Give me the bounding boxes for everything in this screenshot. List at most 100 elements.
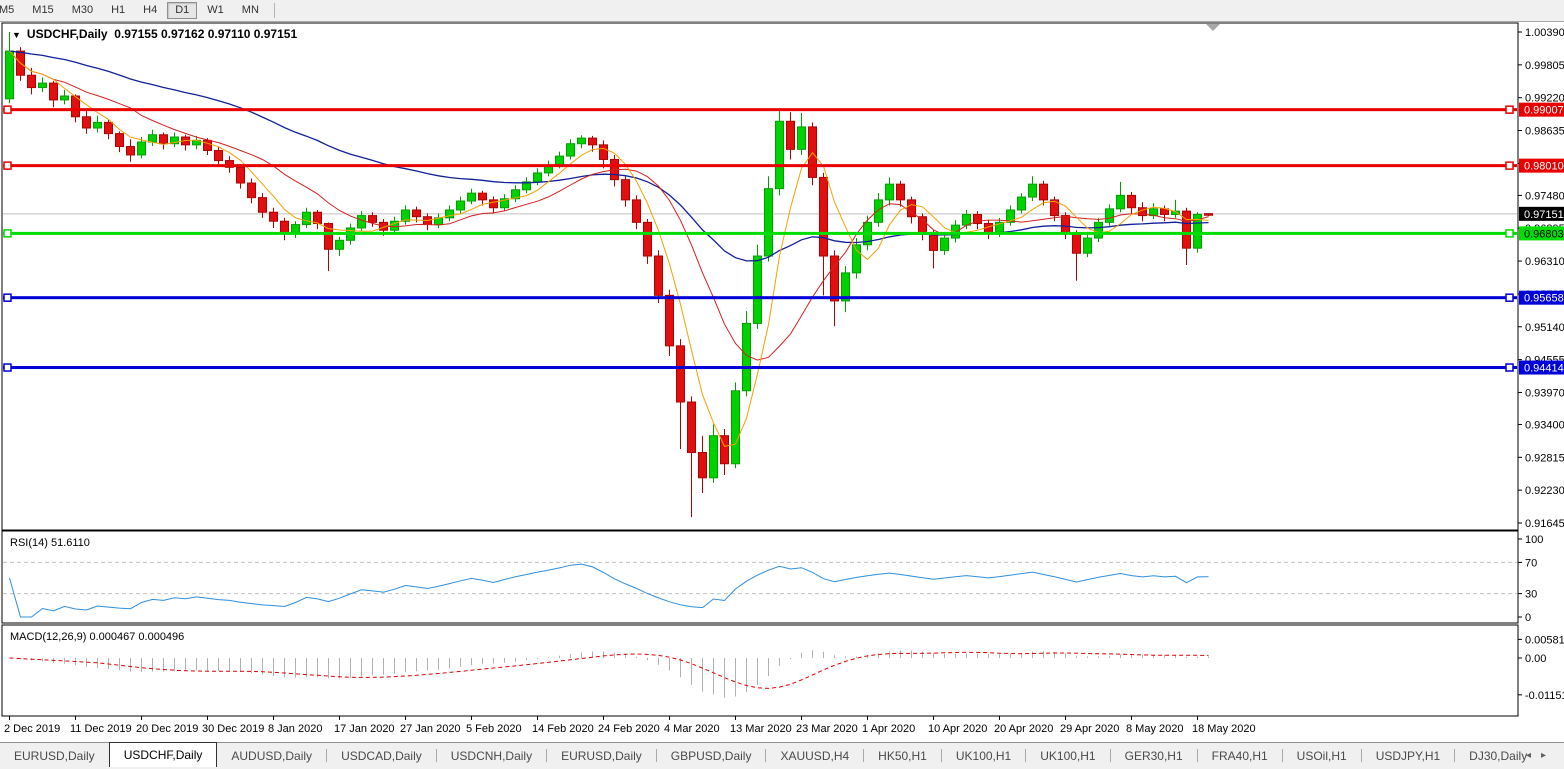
hline-handle[interactable]: [3, 229, 12, 238]
tab-eurusd-daily[interactable]: EURUSD,Daily: [561, 749, 642, 763]
timeframe-button-mn[interactable]: MN: [241, 4, 259, 16]
candle: [1006, 205, 1015, 226]
candle-body: [962, 213, 971, 226]
candle: [1204, 213, 1213, 217]
tab-dj30-daily[interactable]: DJ30,Daily: [1469, 749, 1528, 763]
chart-tab-bar: EURUSD,Daily USDCHF,Daily AUDUSD,Daily USDC…: [0, 742, 1564, 769]
candle-body: [654, 255, 663, 296]
candle: [632, 195, 641, 230]
rsi-pane: [1, 530, 1519, 624]
hline-bar: [3, 296, 1517, 300]
candle: [93, 115, 102, 133]
hline-handle[interactable]: [1505, 161, 1514, 170]
candle-body: [335, 239, 344, 250]
candle-body: [1006, 209, 1015, 223]
candle-body: [841, 272, 850, 302]
tab-eurusd-daily[interactable]: EURUSD,Daily: [14, 749, 95, 763]
candle: [764, 176, 773, 262]
candle-body: [1039, 183, 1048, 201]
rsi-label: RSI(14) 51.6110: [10, 537, 90, 549]
candle: [104, 119, 113, 140]
hline-0.98010[interactable]: [3, 161, 1517, 170]
hline-handle[interactable]: [3, 105, 12, 114]
candle-body: [324, 222, 333, 250]
candle: [808, 122, 817, 186]
candle: [511, 185, 520, 203]
chart-title-ohlc: 0.97155 0.97162 0.97110 0.97151: [114, 27, 298, 41]
tab-ger30-h1[interactable]: GER30,H1: [1124, 749, 1183, 763]
tab-usdcnh-daily[interactable]: USDCNH,Daily: [450, 749, 533, 763]
hline-0.95658[interactable]: [3, 293, 1517, 302]
candle-body: [302, 211, 311, 226]
hline-handle[interactable]: [1505, 229, 1514, 238]
price-tick-label: 0.92815: [1525, 452, 1564, 464]
date-label: 8 May 2020: [1126, 723, 1183, 735]
tab-separator: [1109, 749, 1111, 763]
hline-bar: [3, 164, 1517, 168]
tab-uk100-h1[interactable]: UK100,H1: [955, 749, 1012, 763]
candle: [159, 132, 168, 150]
candle: [841, 266, 850, 313]
price-badge-0.98010: 0.98010: [1519, 158, 1564, 173]
candle-body: [280, 220, 289, 235]
tab-gbpusd-daily[interactable]: GBPUSD,Daily: [670, 749, 752, 763]
chart-shift-marker-icon[interactable]: [1206, 24, 1220, 31]
tab-scroll-left-icon[interactable]: ◂: [1525, 750, 1541, 761]
candle: [456, 196, 465, 214]
tab-xauusd-h4[interactable]: XAUUSD,H4: [780, 749, 850, 763]
timeframe-button-h1[interactable]: H1: [111, 4, 126, 16]
candle-body: [1061, 215, 1070, 235]
timeframe-button-m5[interactable]: M5: [0, 4, 15, 16]
candle-body: [247, 182, 256, 199]
candle-body: [753, 255, 762, 324]
tab-fra40-h1[interactable]: FRA40,H1: [1211, 749, 1268, 763]
timeframe-button-w1[interactable]: W1: [207, 4, 224, 16]
price-tick-label: 0.99220: [1525, 93, 1564, 105]
hline-handle[interactable]: [1505, 293, 1514, 302]
candle: [269, 207, 278, 228]
hline-0.99007[interactable]: [3, 105, 1517, 114]
candle: [654, 250, 663, 304]
candle: [676, 339, 685, 450]
candle-body: [137, 141, 146, 156]
candle-body: [852, 244, 861, 274]
candle: [1105, 204, 1114, 226]
candle: [390, 216, 399, 234]
tab-usdjpy-h1[interactable]: USDJPY,H1: [1375, 749, 1441, 763]
hline-handle[interactable]: [3, 293, 12, 302]
candle-body: [390, 220, 399, 231]
price-tick-label: 0.91645: [1525, 518, 1564, 530]
hline-handle[interactable]: [3, 161, 12, 170]
timeframe-button-m30[interactable]: M30: [71, 4, 94, 16]
candle: [852, 238, 861, 279]
candle-body: [588, 137, 597, 146]
hline-handle[interactable]: [3, 363, 12, 372]
current-price-badge: 0.97151: [1519, 206, 1564, 221]
tab-hk50-h1[interactable]: HK50,H1: [878, 749, 927, 763]
candle-body: [973, 213, 982, 224]
hline-0.96803[interactable]: [3, 229, 1517, 238]
tab-separator: [765, 749, 767, 763]
hline-handle[interactable]: [1505, 363, 1514, 372]
chart-canvas[interactable]: 1.003900.998050.992200.986350.980500.974…: [0, 22, 1564, 742]
timeframe-button-h4[interactable]: H4: [143, 4, 158, 16]
candle-body: [709, 435, 718, 479]
tab-uk100-h1[interactable]: UK100,H1: [1040, 749, 1096, 763]
tab-usoil-h1[interactable]: USOil,H1: [1296, 749, 1347, 763]
tab-separator: [1360, 749, 1362, 763]
tab-audusd-daily[interactable]: AUDUSD,Daily: [231, 749, 313, 763]
timeframe-button-m15[interactable]: M15: [32, 4, 54, 16]
tab-scroll-right-icon[interactable]: ▸: [1540, 750, 1556, 761]
tab-usdcad-daily[interactable]: USDCAD,Daily: [341, 749, 422, 763]
hline-0.94414[interactable]: [3, 363, 1517, 372]
hline-handle[interactable]: [1505, 105, 1514, 114]
rsi-line: [9, 563, 1209, 618]
rsi-scale-label: 70: [1525, 557, 1537, 569]
timeframe-button-d1[interactable]: D1: [167, 2, 198, 19]
candle: [753, 244, 762, 330]
candle-body: [720, 435, 729, 465]
candle: [1039, 180, 1048, 206]
tab-usdchf-daily[interactable]: USDCHF,Daily: [108, 742, 218, 767]
ma-fast-line: [9, 50, 1209, 447]
window-menu-icon[interactable]: ▼: [12, 30, 21, 40]
